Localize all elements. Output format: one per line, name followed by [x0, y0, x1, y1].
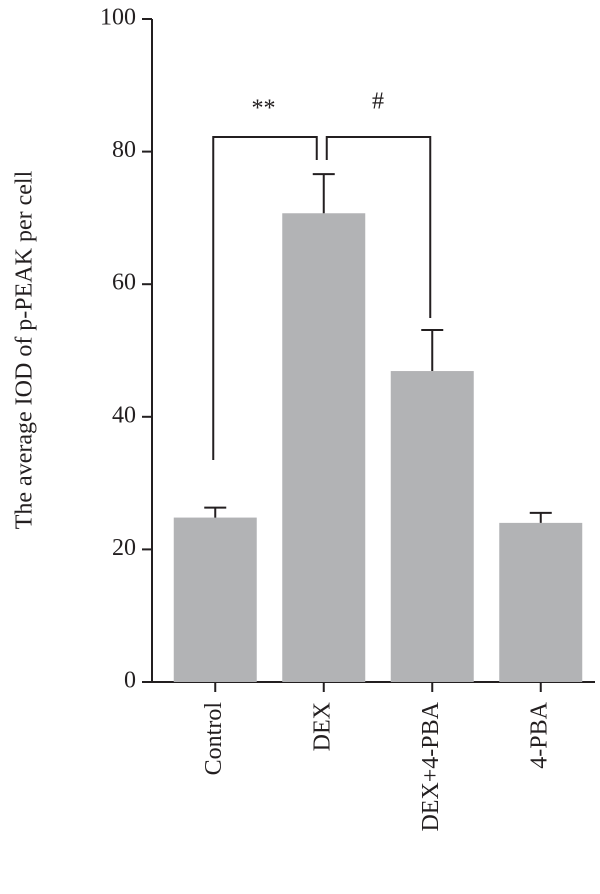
error-bar [312, 173, 335, 214]
bracket [212, 136, 318, 460]
x-tick-label: DEX+4-PBA [418, 701, 444, 831]
annotation: # [372, 89, 384, 115]
error-bar [421, 328, 444, 372]
x-tick-label: DEX [309, 702, 335, 751]
y-tick-label: 60 [112, 270, 136, 296]
y-tick-label: 0 [124, 668, 136, 694]
y-tick-label: 80 [112, 137, 136, 163]
y-tick-label: 40 [112, 402, 136, 428]
x-tick-label: Control [201, 702, 227, 776]
bracket [325, 136, 432, 318]
y-tick-label: 20 [112, 535, 136, 561]
y-tick-label: 100 [100, 5, 136, 31]
annotation: ** [252, 96, 276, 122]
bar [390, 371, 474, 682]
error-bar [204, 506, 227, 518]
error-bar [529, 511, 552, 523]
y-axis-label: The average IOD of p-PEAK per cell [12, 170, 38, 529]
bar [499, 522, 583, 682]
bar [173, 517, 257, 682]
bar [282, 213, 366, 682]
x-tick-label: 4-PBA [526, 701, 552, 768]
